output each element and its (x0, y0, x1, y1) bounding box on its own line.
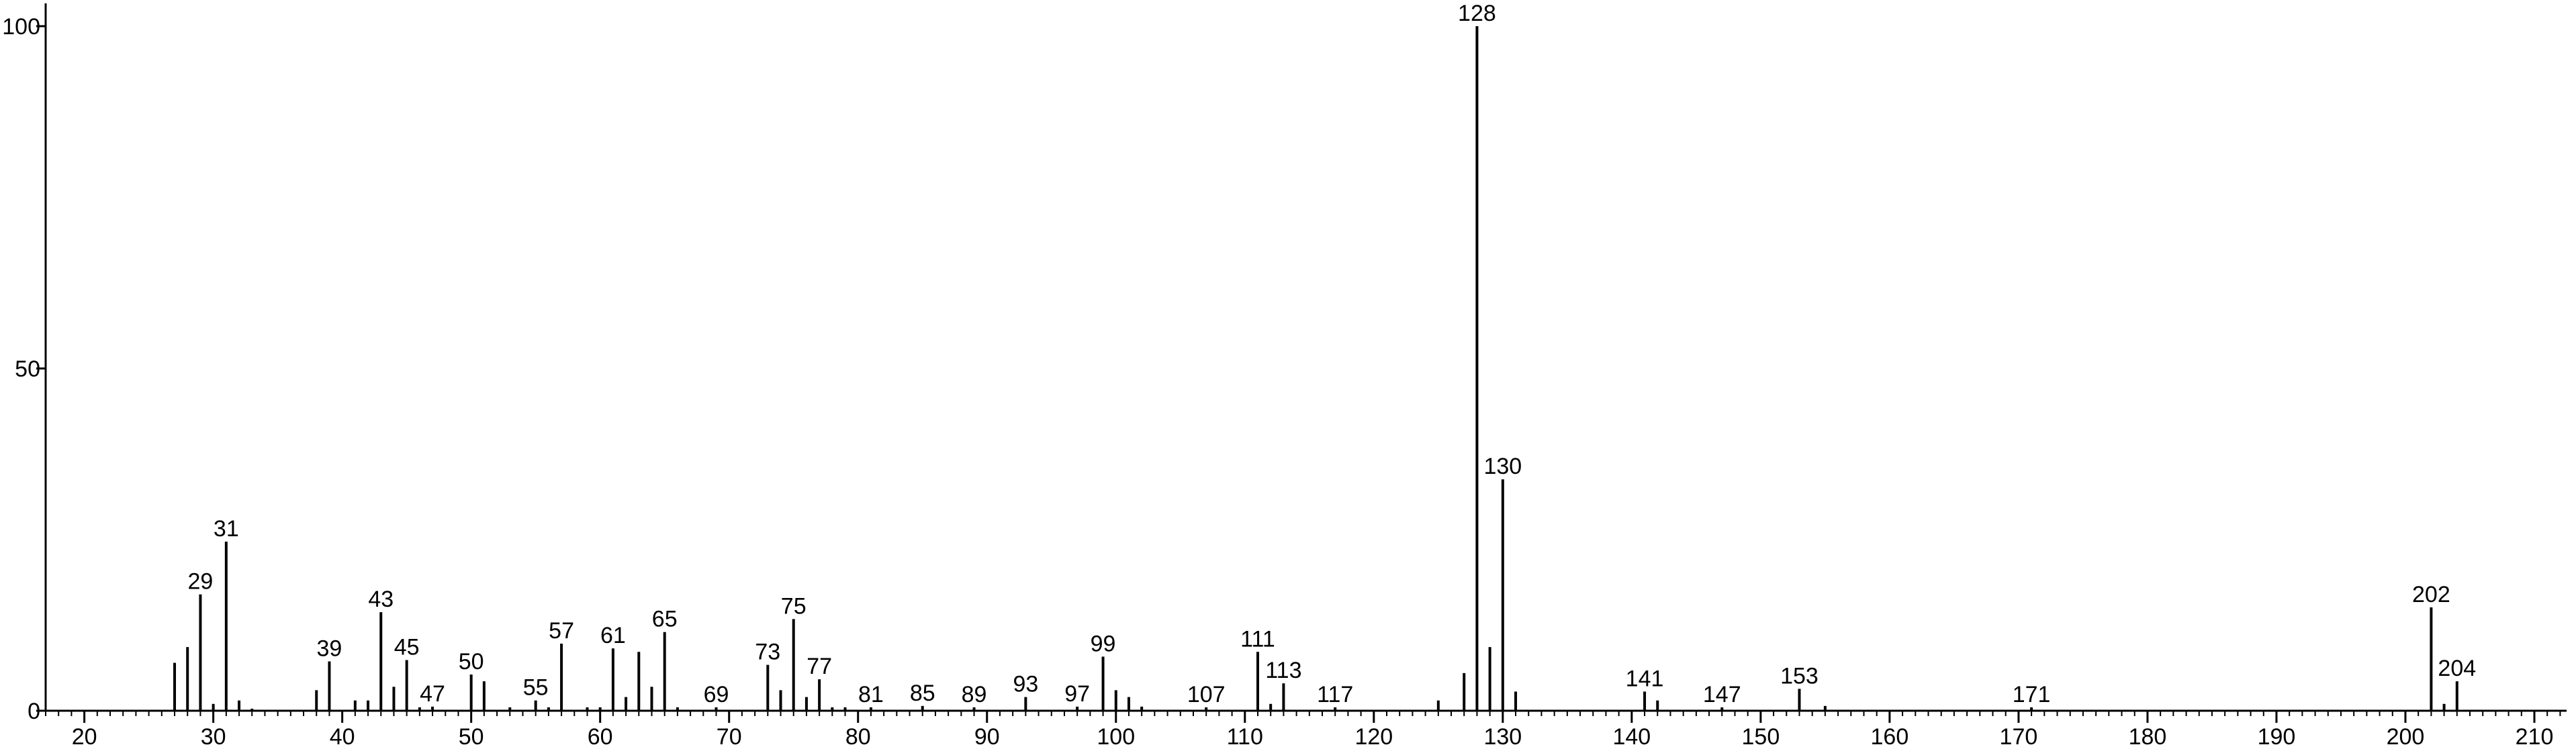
peak-label: 85 (910, 681, 935, 706)
peak-label: 204 (2438, 656, 2476, 681)
peak-label: 111 (1240, 626, 1275, 652)
peak-label: 45 (394, 635, 420, 660)
x-tick-label: 110 (1227, 724, 1263, 749)
peak-label: 141 (1626, 666, 1664, 691)
x-tick-label: 170 (2000, 724, 2038, 749)
x-tick-label: 200 (2387, 724, 2425, 749)
peak-label: 69 (704, 682, 729, 707)
peak-label: 99 (1091, 631, 1116, 656)
x-tick-label: 80 (845, 724, 871, 749)
x-tick-label: 70 (717, 724, 742, 749)
peak-label: 55 (523, 675, 549, 701)
x-tick-label: 180 (2129, 724, 2167, 749)
peak-label: 61 (600, 623, 626, 648)
peak-label: 31 (214, 516, 239, 542)
peak-label: 29 (188, 569, 214, 595)
x-tick-label: 210 (2516, 724, 2554, 749)
peak-label: 202 (2412, 582, 2450, 607)
peak-label: 77 (807, 654, 832, 679)
peak-label: 65 (652, 607, 678, 632)
peak-label: 147 (1703, 682, 1741, 707)
x-tick-label: 190 (2258, 724, 2296, 749)
peak-label: 171 (2013, 682, 2051, 707)
y-tick-label: 100 (2, 14, 40, 40)
peak-label: 39 (317, 636, 342, 662)
x-tick-label: 160 (1871, 724, 1909, 749)
x-tick-label: 40 (330, 724, 355, 749)
y-tick-label: 0 (28, 699, 40, 724)
x-tick-label: 120 (1354, 724, 1393, 749)
peak-label: 50 (459, 649, 484, 675)
peak-label: 73 (755, 640, 780, 665)
x-tick-label: 140 (1612, 724, 1651, 749)
peak-label: 130 (1483, 454, 1522, 479)
peak-label: 97 (1064, 681, 1090, 707)
x-tick-label: 130 (1483, 724, 1522, 749)
peak-label: 153 (1780, 663, 1819, 689)
peak-label: 93 (1013, 672, 1038, 697)
x-tick-label: 150 (1742, 724, 1780, 749)
peak-label: 57 (549, 618, 574, 644)
peak-label: 128 (1458, 1, 1496, 26)
x-tick-label: 50 (459, 724, 484, 749)
x-tick-label: 90 (974, 724, 1000, 749)
peak-label: 81 (858, 682, 884, 707)
peak-label: 43 (368, 587, 394, 612)
x-tick-label: 30 (201, 724, 226, 749)
peak-label: 113 (1265, 658, 1301, 683)
peak-label: 75 (781, 593, 807, 619)
peak-label: 47 (420, 681, 445, 707)
x-tick-label: 20 (72, 724, 97, 749)
y-tick-label: 50 (15, 356, 40, 382)
peak-label: 107 (1187, 682, 1226, 707)
peak-label: 117 (1317, 682, 1353, 707)
peak-label: 89 (962, 682, 987, 707)
x-tick-label: 100 (1097, 724, 1135, 749)
x-tick-label: 60 (588, 724, 613, 749)
